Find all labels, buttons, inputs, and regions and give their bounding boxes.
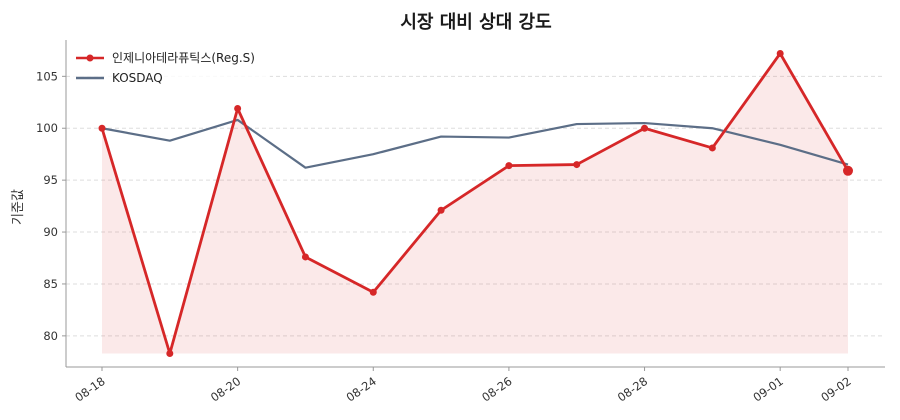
chart-title: 시장 대비 상대 강도: [400, 12, 551, 33]
data-point: [369, 288, 377, 296]
legend-swatch-marker: [86, 54, 94, 62]
y-tick-label: 105: [36, 69, 58, 83]
series-line: [100, 52, 850, 355]
series-lines: [98, 49, 853, 358]
y-axis-label: 기준값: [11, 189, 26, 225]
y-tick-label: 80: [43, 329, 58, 343]
x-tick-label: 08-20: [208, 374, 243, 405]
legend: 인제니아테라퓨틱스(Reg.S) KOSDAQ: [70, 44, 270, 90]
data-point: [437, 206, 445, 214]
data-point: [98, 124, 106, 132]
x-tick-label: 08-18: [72, 374, 107, 405]
series-area-fill: [102, 53, 848, 354]
y-tick-label: 95: [43, 173, 58, 187]
data-point: [234, 105, 242, 113]
legend-box: [70, 44, 270, 90]
data-point: [166, 350, 174, 358]
data-point: [776, 49, 784, 57]
x-tick-label: 08-24: [344, 374, 379, 405]
x-tick-label: 08-26: [479, 374, 514, 405]
y-tick-label: 85: [43, 277, 58, 291]
data-point: [708, 144, 716, 152]
legend-label: KOSDAQ: [112, 71, 163, 85]
y-tick-label: 90: [43, 225, 58, 239]
legend-label: 인제니아테라퓨틱스(Reg.S): [112, 51, 255, 65]
data-point: [843, 165, 853, 176]
x-tick-label: 08-28: [615, 374, 650, 405]
data-point: [301, 253, 309, 261]
data-point: [573, 161, 581, 169]
area-fills: [102, 53, 848, 354]
data-point: [641, 124, 649, 132]
x-tick-label: 09-02: [818, 374, 853, 405]
axes: [65, 40, 885, 368]
data-point: [505, 162, 513, 170]
x-tick-label: 09-01: [750, 374, 785, 405]
y-tick-label: 100: [36, 121, 58, 135]
